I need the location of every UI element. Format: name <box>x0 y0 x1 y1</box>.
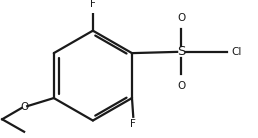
Text: O: O <box>177 81 185 91</box>
Text: F: F <box>90 0 96 9</box>
Text: S: S <box>177 45 185 58</box>
Text: O: O <box>20 102 28 112</box>
Text: F: F <box>130 119 136 129</box>
Text: O: O <box>177 13 185 23</box>
Text: Cl: Cl <box>231 47 242 57</box>
